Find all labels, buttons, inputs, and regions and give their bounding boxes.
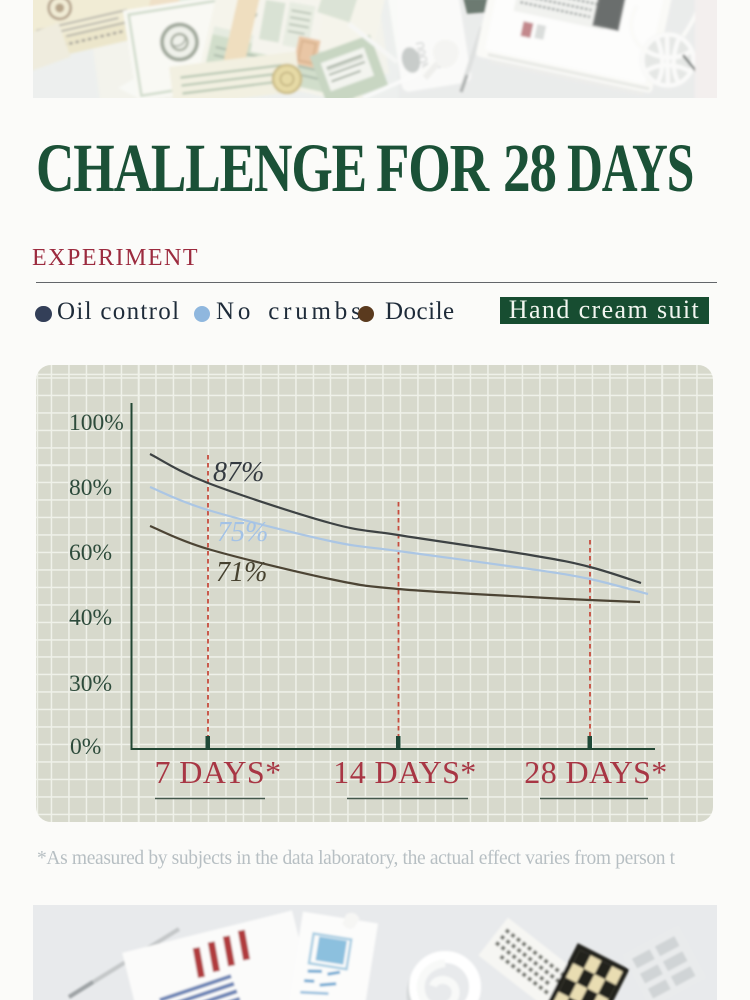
- svg-text:7 DAYS*: 7 DAYS*: [155, 754, 282, 790]
- svg-text:40%: 40%: [69, 605, 112, 631]
- svg-text:87%: 87%: [213, 457, 264, 488]
- svg-text:30%: 30%: [69, 671, 112, 697]
- svg-text:71%: 71%: [216, 557, 267, 588]
- svg-text:28 DAYS*: 28 DAYS*: [524, 754, 667, 790]
- svg-text:0%: 0%: [70, 734, 101, 760]
- svg-text:80%: 80%: [69, 475, 112, 501]
- svg-text:75%: 75%: [217, 517, 268, 548]
- svg-text:60%: 60%: [69, 540, 112, 566]
- svg-text:100%: 100%: [69, 410, 124, 436]
- svg-text:14 DAYS*: 14 DAYS*: [333, 754, 476, 790]
